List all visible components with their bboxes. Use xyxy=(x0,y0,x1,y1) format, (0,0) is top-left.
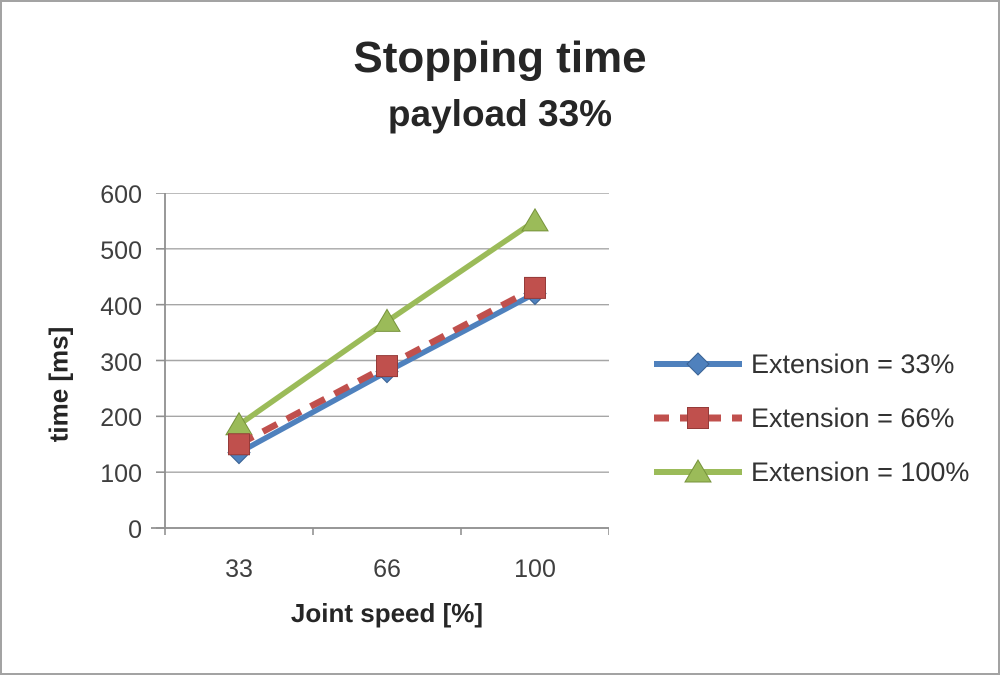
legend-entry-2: Extension = 100% xyxy=(652,445,969,499)
chart-title: Stopping time xyxy=(353,33,647,82)
x-tick-label: 66 xyxy=(373,555,401,583)
y-tick-label: 300 xyxy=(100,348,142,377)
legend-key-triangle xyxy=(654,459,742,483)
diamond-marker xyxy=(686,352,710,376)
square-marker xyxy=(376,355,398,378)
plot-area xyxy=(151,193,609,535)
legend-label: Extension = 100% xyxy=(751,456,970,487)
square-marker xyxy=(687,407,709,429)
legend-label: Extension = 33% xyxy=(751,348,955,379)
x-axis-title: Joint speed [%] xyxy=(290,598,484,628)
chart-subtitle: payload 33% xyxy=(387,93,613,134)
square-marker xyxy=(228,433,250,456)
legend-label: Extension = 66% xyxy=(751,402,955,433)
legend-entry-1: Extension = 66% xyxy=(652,391,969,445)
x-tick-label: 100 xyxy=(514,555,556,583)
legend-key-square xyxy=(654,407,742,429)
triangle-marker xyxy=(521,207,549,232)
legend-key-diamond xyxy=(654,352,742,376)
x-tick-label: 33 xyxy=(225,555,253,583)
y-tick-label: 100 xyxy=(100,460,142,489)
y-tick-label: 0 xyxy=(128,516,142,544)
y-tick-label: 200 xyxy=(100,404,142,433)
legend: Extension = 33% Extension = 66% Extension … xyxy=(652,337,969,499)
triangle-marker xyxy=(684,459,712,483)
triangle-marker xyxy=(373,308,401,332)
y-tick-label: 400 xyxy=(100,292,142,321)
y-tick-label: 600 xyxy=(100,181,142,209)
legend-entry-0: Extension = 33% xyxy=(652,337,969,391)
square-marker xyxy=(524,276,546,299)
y-tick-label: 500 xyxy=(100,236,142,265)
